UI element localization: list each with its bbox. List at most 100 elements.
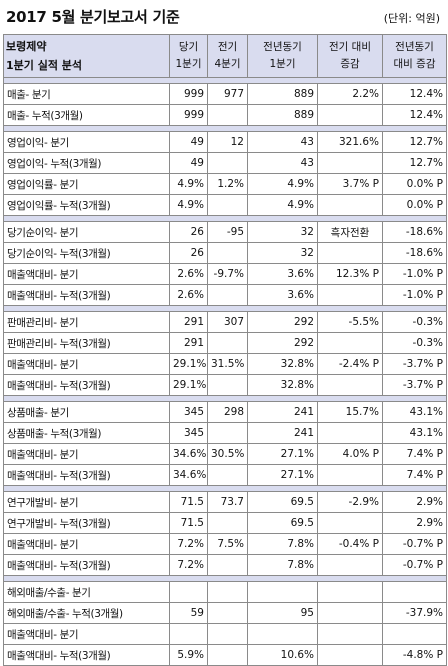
row-label: 매출- 분기 (3, 83, 170, 105)
table-row: 매출액대비- 분기 34.6% 30.5% 27.1% 4.0% P 7.4% P (3, 443, 447, 465)
table-row: 판매관리비- 누적(3개월) 291 292 -0.3% (3, 332, 447, 354)
cell-yoy-change: -0.3% (382, 332, 447, 354)
cell-prev-year: 4.9% (247, 194, 318, 216)
cell-prev-year: 7.8% (247, 554, 318, 576)
cell-prev-quarter (207, 104, 248, 126)
cell-current: 345 (169, 401, 208, 423)
cell-prev-quarter (207, 242, 248, 264)
cell-prev-year: 241 (247, 401, 318, 423)
cell-prev-quarter: 30.5% (207, 443, 248, 465)
cell-qoq-change (317, 332, 383, 354)
cell-current: 49 (169, 152, 208, 174)
cell-current (169, 623, 208, 645)
header-row: 보령제약 1분기 실적 분석 당기 1분기 전기 4분기 전년동기 1분기 전기 대비… (3, 34, 447, 78)
row-label: 매출액대비- 분기 (3, 533, 170, 555)
cell-prev-year: 4.9% (247, 173, 318, 195)
cell-yoy-change: -18.6% (382, 242, 447, 264)
row-label: 매출액대비- 누적(3개월) (3, 644, 170, 666)
cell-prev-year: 10.6% (247, 644, 318, 666)
row-label: 영업이익- 누적(3개월) (3, 152, 170, 174)
cell-prev-quarter (207, 623, 248, 645)
row-label: 판매관리비- 누적(3개월) (3, 332, 170, 354)
cell-yoy-change: -1.0% P (382, 263, 447, 285)
row-label: 연구개발비- 누적(3개월) (3, 512, 170, 534)
cell-prev-year: 69.5 (247, 512, 318, 534)
cell-prev-year: 27.1% (247, 464, 318, 486)
cell-prev-year (247, 623, 318, 645)
row-label: 영업이익률- 분기 (3, 173, 170, 195)
cell-yoy-change (382, 581, 447, 603)
col-header-line: 당기 (178, 41, 199, 53)
page-title: 2017 5월 분기보고서 기준 (6, 8, 180, 26)
cell-current: 26 (169, 242, 208, 264)
col-header-line: 증감 (340, 58, 360, 70)
cell-yoy-change: -3.7% P (382, 374, 447, 396)
cell-yoy-change: -0.3% (382, 311, 447, 333)
cell-current: 291 (169, 332, 208, 354)
cell-current: 71.5 (169, 512, 208, 534)
cell-yoy-change: 43.1% (382, 422, 447, 444)
cell-current: 7.2% (169, 533, 208, 555)
cell-current: 4.9% (169, 173, 208, 195)
cell-prev-year: 241 (247, 422, 318, 444)
cell-prev-year: 43 (247, 131, 318, 153)
col-header-line: 전년동기 (395, 41, 434, 53)
table-row: 매출- 누적(3개월) 999 889 12.4% (3, 104, 447, 126)
cell-yoy-change: 2.9% (382, 491, 447, 513)
row-label: 당기순이익- 누적(3개월) (3, 242, 170, 264)
cell-qoq-change: 4.0% P (317, 443, 383, 465)
cell-current: 29.1% (169, 374, 208, 396)
row-label: 상품매출- 누적(3개월) (3, 422, 170, 444)
cell-prev-year: 889 (247, 83, 318, 105)
row-label: 매출액대비- 분기 (3, 443, 170, 465)
cell-prev-quarter: 7.5% (207, 533, 248, 555)
cell-prev-year: 292 (247, 332, 318, 354)
cell-current: 999 (169, 104, 208, 126)
cell-current: 71.5 (169, 491, 208, 513)
cell-current: 4.9% (169, 194, 208, 216)
cell-yoy-change: 0.0% P (382, 173, 447, 195)
cell-prev-quarter (207, 422, 248, 444)
cell-prev-year: 32 (247, 221, 318, 243)
table-row: 판매관리비- 분기 291 307 292 -5.5% -0.3% (3, 311, 447, 333)
row-label: 영업이익률- 누적(3개월) (3, 194, 170, 216)
cell-prev-year: 27.1% (247, 443, 318, 465)
table-row: 영업이익률- 누적(3개월) 4.9% 4.9% 0.0% P (3, 194, 447, 216)
cell-yoy-change: 12.7% (382, 131, 447, 153)
cell-qoq-change: 3.7% P (317, 173, 383, 195)
table-row: 영업이익- 분기 49 12 43 321.6% 12.7% (3, 131, 447, 153)
cell-current: 7.2% (169, 554, 208, 576)
table-row: 매출액대비- 분기 (3, 623, 447, 645)
cell-prev-year: 69.5 (247, 491, 318, 513)
table-body: 매출- 분기 999 977 889 2.2% 12.4% 매출- 누적(3개월) 999 88… (3, 77, 447, 666)
row-label: 매출액대비- 누적(3개월) (3, 554, 170, 576)
cell-yoy-change: 7.4% P (382, 443, 447, 465)
table-row: 매출액대비- 누적(3개월) 2.6% 3.6% -1.0% P (3, 284, 447, 306)
col-header-yoy-change: 전년동기 대비 증감 (382, 34, 447, 78)
col-header-line: 4분기 (214, 58, 241, 70)
col-header-prev-quarter: 전기 4분기 (207, 34, 248, 78)
cell-qoq-change: 흑자전환 (317, 221, 383, 243)
cell-qoq-change (317, 644, 383, 666)
cell-current: 29.1% (169, 353, 208, 375)
table-row: 매출액대비- 누적(3개월) 34.6% 27.1% 7.4% P (3, 464, 447, 486)
cell-current: 2.6% (169, 284, 208, 306)
table-row: 상품매출- 누적(3개월) 345 241 43.1% (3, 422, 447, 444)
cell-prev-year: 3.6% (247, 284, 318, 306)
cell-prev-quarter (207, 194, 248, 216)
unit-label: (단위: 억원) (383, 12, 440, 25)
cell-yoy-change: 7.4% P (382, 464, 447, 486)
table-row: 매출액대비- 누적(3개월) 5.9% 10.6% -4.8% P (3, 644, 447, 666)
cell-prev-year: 32 (247, 242, 318, 264)
table-row: 해외매출/수출- 누적(3개월) 59 95 -37.9% (3, 602, 447, 624)
table-row: 매출액대비- 분기 29.1% 31.5% 32.8% -2.4% P -3.7% P (3, 353, 447, 375)
table-row: 매출액대비- 누적(3개월) 29.1% 32.8% -3.7% P (3, 374, 447, 396)
cell-current: 26 (169, 221, 208, 243)
cell-qoq-change (317, 602, 383, 624)
cell-yoy-change: -0.7% P (382, 554, 447, 576)
cell-qoq-change (317, 623, 383, 645)
col-header-line: 1분기 (175, 58, 202, 70)
row-label: 매출액대비- 분기 (3, 263, 170, 285)
cell-prev-quarter (207, 554, 248, 576)
cell-current: 999 (169, 83, 208, 105)
